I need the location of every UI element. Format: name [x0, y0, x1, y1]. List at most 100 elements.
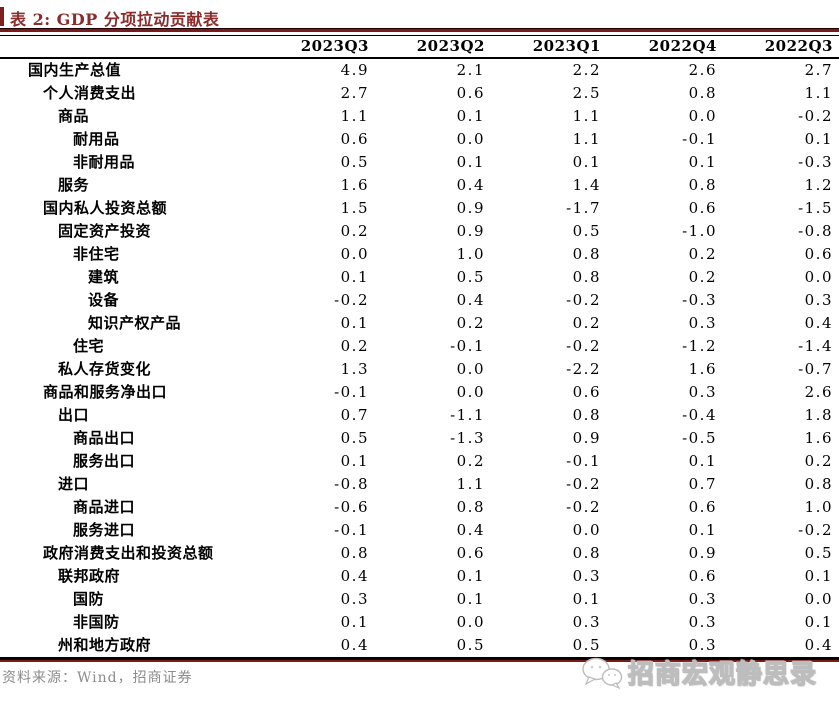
row-label: 建筑	[88, 268, 120, 286]
cell-value: 0.0	[456, 613, 485, 631]
cell-value: 0.4	[804, 314, 833, 332]
cell-value: 1.6	[804, 429, 833, 447]
column-header: 2023Q3	[259, 35, 375, 59]
cell-value: 0.8	[456, 498, 485, 516]
cell-value: 0.6	[456, 84, 485, 102]
row-label: 服务进口	[73, 521, 136, 539]
cell-value: -0.4	[682, 406, 717, 424]
cell-value: -2.2	[566, 360, 601, 378]
cell-value: 0.2	[340, 337, 369, 355]
cell-value: 2.5	[572, 84, 601, 102]
cell-value: 1.0	[456, 245, 485, 263]
row-label: 联邦政府	[58, 567, 121, 585]
cell-value: -0.1	[334, 521, 369, 539]
table-row: 非住宅 0.0 1.0 0.8 0.2 0.6	[0, 243, 839, 266]
cell-value: 0.6	[340, 130, 369, 148]
source-note: 资料来源：Wind，招商证券	[2, 670, 193, 686]
cell-value: 0.1	[688, 521, 717, 539]
cell-value: 0.0	[572, 521, 601, 539]
cell-value: 0.1	[340, 613, 369, 631]
cell-value: 0.6	[688, 199, 717, 217]
cell-value: -1.7	[566, 199, 601, 217]
cell-value: 0.4	[456, 521, 485, 539]
cell-value: 0.0	[804, 590, 833, 608]
cell-value: 0.7	[688, 475, 717, 493]
cell-value: -0.2	[566, 291, 601, 309]
cell-value: 0.6	[688, 567, 717, 585]
cell-value: 0.6	[688, 498, 717, 516]
row-label: 政府消费支出和投资总额	[43, 544, 214, 562]
cell-value: -0.3	[682, 291, 717, 309]
cell-value: -0.1	[334, 383, 369, 401]
table-row: 个人消费支出 2.7 0.6 2.5 0.8 1.1	[0, 82, 839, 105]
table-row: 州和地方政府 0.4 0.5 0.5 0.3 0.4	[0, 634, 839, 657]
row-label: 商品进口	[73, 498, 136, 516]
cell-value: 0.1	[688, 452, 717, 470]
cell-value: 0.2	[688, 245, 717, 263]
cell-value: 2.1	[456, 61, 485, 79]
cell-value: 0.0	[456, 383, 485, 401]
cell-value: 0.4	[804, 636, 833, 654]
cell-value: -0.1	[566, 452, 601, 470]
row-label-column-header	[0, 35, 259, 59]
row-label: 进口	[58, 475, 90, 493]
cell-value: 1.5	[340, 199, 369, 217]
row-label: 设备	[88, 291, 120, 309]
cell-value: 1.1	[804, 84, 833, 102]
row-label: 商品	[58, 107, 90, 125]
cell-value: 0.3	[572, 567, 601, 585]
table-bottom-rule-red	[0, 660, 839, 662]
cell-value: 0.1	[340, 314, 369, 332]
cell-value: 1.1	[456, 475, 485, 493]
cell-value: 0.5	[572, 222, 601, 240]
cell-value: -0.6	[334, 498, 369, 516]
title-accent-bar	[0, 7, 4, 26]
table-row: 私人存货变化 1.3 0.0 -2.2 1.6 -0.7	[0, 358, 839, 381]
table-row: 国内私人投资总额 1.5 0.9 -1.7 0.6 -1.5	[0, 197, 839, 220]
cell-value: 0.3	[572, 613, 601, 631]
cell-value: 1.4	[572, 176, 601, 194]
row-label: 非住宅	[73, 245, 120, 263]
row-label: 州和地方政府	[58, 636, 152, 654]
cell-value: 0.5	[572, 636, 601, 654]
cell-value: 0.2	[572, 314, 601, 332]
table-row: 设备 -0.2 0.4 -0.2 -0.3 0.3	[0, 289, 839, 312]
row-label: 非耐用品	[73, 153, 136, 171]
header-row: 2023Q3 2023Q2 2023Q1 2022Q4 2022Q3	[0, 35, 839, 59]
watermark-text: 招商宏观静思录	[627, 659, 817, 690]
cell-value: 2.2	[572, 61, 601, 79]
cell-value: 0.4	[456, 176, 485, 194]
table-row: 服务出口 0.1 0.2 -0.1 0.1 0.2	[0, 450, 839, 473]
cell-value: -0.2	[798, 521, 833, 539]
table-row: 服务进口 -0.1 0.4 0.0 0.1 -0.2	[0, 519, 839, 542]
cell-value: 0.9	[572, 429, 601, 447]
row-label: 非国防	[73, 613, 120, 631]
cell-value: -0.8	[798, 222, 833, 240]
row-label: 固定资产投资	[58, 222, 152, 240]
cell-value: 0.3	[688, 613, 717, 631]
cell-value: 4.9	[340, 61, 369, 79]
cell-value: 0.2	[456, 314, 485, 332]
cell-value: 0.1	[456, 590, 485, 608]
cell-value: 2.6	[804, 383, 833, 401]
cell-value: 0.8	[340, 544, 369, 562]
cell-value: 0.3	[340, 590, 369, 608]
column-header: 2022Q3	[723, 35, 839, 59]
cell-value: 0.2	[340, 222, 369, 240]
table-row: 非耐用品 0.5 0.1 0.1 0.1 -0.3	[0, 151, 839, 174]
table-row: 商品出口 0.5 -1.3 0.9 -0.5 1.6	[0, 427, 839, 450]
cell-value: -0.2	[566, 337, 601, 355]
cell-value: 0.8	[688, 176, 717, 194]
row-label: 国内生产总值	[28, 61, 122, 79]
row-label: 住宅	[73, 337, 105, 355]
table-row: 商品 1.1 0.1 1.1 0.0 -0.2	[0, 105, 839, 128]
cell-value: -0.8	[334, 475, 369, 493]
cell-value: -0.2	[566, 475, 601, 493]
title-underline-rule	[0, 28, 839, 32]
cell-value: 0.8	[572, 544, 601, 562]
cell-value: 0.0	[688, 107, 717, 125]
cell-value: 0.8	[804, 475, 833, 493]
cell-value: 0.1	[340, 452, 369, 470]
table-row: 进口 -0.8 1.1 -0.2 0.7 0.8	[0, 473, 839, 496]
row-label: 出口	[58, 406, 90, 424]
